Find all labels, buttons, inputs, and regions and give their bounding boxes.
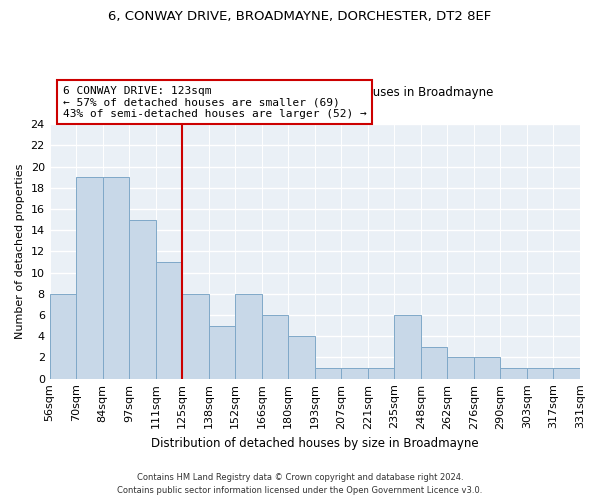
Title: Size of property relative to detached houses in Broadmayne: Size of property relative to detached ho… — [137, 86, 493, 100]
Text: Contains HM Land Registry data © Crown copyright and database right 2024.
Contai: Contains HM Land Registry data © Crown c… — [118, 474, 482, 495]
Bar — [341, 368, 368, 378]
Text: 6, CONWAY DRIVE, BROADMAYNE, DORCHESTER, DT2 8EF: 6, CONWAY DRIVE, BROADMAYNE, DORCHESTER,… — [109, 10, 491, 23]
Bar — [474, 358, 500, 378]
Bar — [129, 220, 156, 378]
Bar — [448, 358, 474, 378]
Bar — [527, 368, 553, 378]
Bar — [209, 326, 235, 378]
X-axis label: Distribution of detached houses by size in Broadmayne: Distribution of detached houses by size … — [151, 437, 479, 450]
Bar — [103, 177, 129, 378]
Text: 6 CONWAY DRIVE: 123sqm
← 57% of detached houses are smaller (69)
43% of semi-det: 6 CONWAY DRIVE: 123sqm ← 57% of detached… — [63, 86, 367, 119]
Bar — [156, 262, 182, 378]
Bar — [553, 368, 580, 378]
Y-axis label: Number of detached properties: Number of detached properties — [15, 164, 25, 339]
Bar — [235, 294, 262, 378]
Bar — [76, 177, 103, 378]
Bar — [421, 347, 448, 378]
Bar — [394, 315, 421, 378]
Bar — [50, 294, 76, 378]
Bar — [262, 315, 289, 378]
Bar — [289, 336, 315, 378]
Bar — [182, 294, 209, 378]
Bar — [315, 368, 341, 378]
Bar — [500, 368, 527, 378]
Bar — [368, 368, 394, 378]
